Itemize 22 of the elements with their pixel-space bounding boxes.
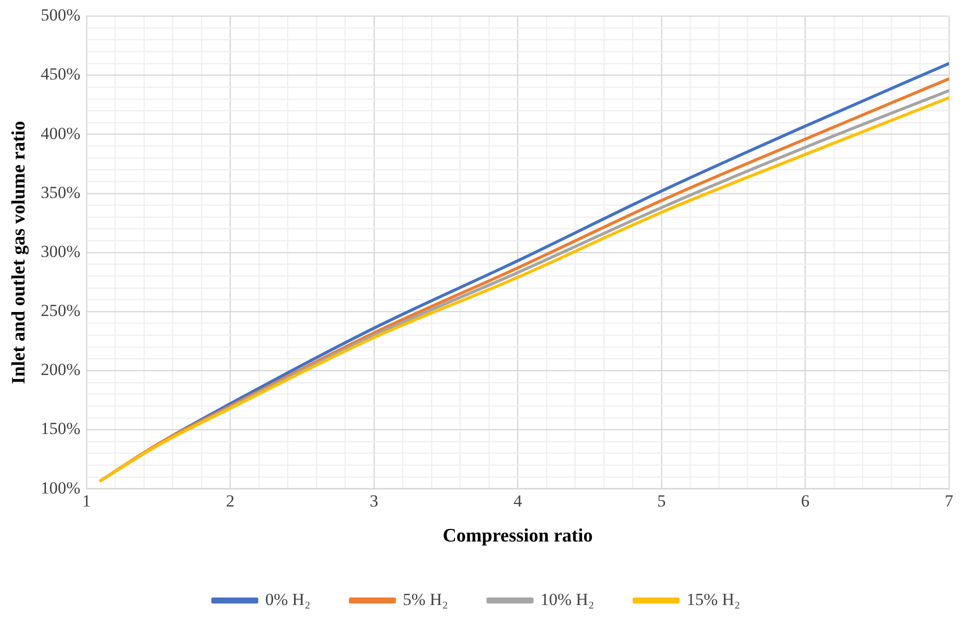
y-tick-label: 400% <box>40 124 80 143</box>
x-tick-label: 6 <box>800 491 810 510</box>
y-tick-label: 150% <box>40 419 80 438</box>
x-tick-label: 7 <box>944 491 954 510</box>
y-tick-label: 250% <box>40 301 80 320</box>
legend-label: 15% H₂ <box>686 590 740 609</box>
x-tick-label: 5 <box>657 491 666 510</box>
y-tick-label: 200% <box>40 360 80 380</box>
x-axis-title: Compression ratio <box>442 526 593 547</box>
y-tick-label: 500% <box>40 6 80 25</box>
x-tick-label: 3 <box>370 491 378 510</box>
legend-label: 0% H₂ <box>265 590 310 609</box>
legend-label: 5% H₂ <box>402 590 448 609</box>
y-tick-label: 450% <box>40 64 80 84</box>
y-tick-label: 350% <box>40 182 80 202</box>
x-tick-label: 4 <box>513 491 522 510</box>
x-tick-label: 1 <box>82 491 91 510</box>
y-tick-label: 300% <box>40 242 80 261</box>
x-tick-label: 2 <box>226 491 234 510</box>
y-axis-title: Inlet and outlet gas volume ratio <box>8 120 30 384</box>
legend-label: 10% H₂ <box>540 590 594 609</box>
y-tick-label: 100% <box>40 478 80 498</box>
